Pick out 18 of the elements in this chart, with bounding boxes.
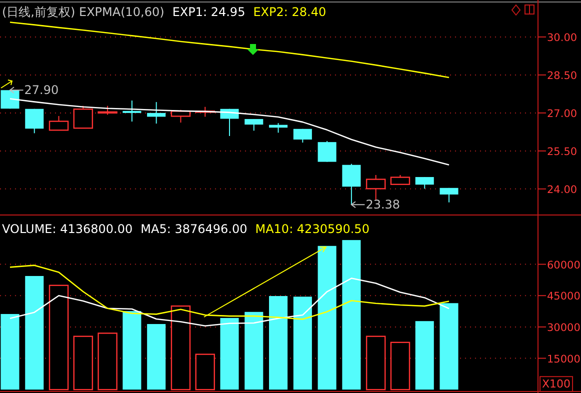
text: VOLUME: 4136800.00 bbox=[2, 222, 133, 236]
y-tick-label: 60000 bbox=[547, 259, 580, 272]
text: X100 bbox=[542, 378, 571, 391]
annotation: 27.90 bbox=[24, 83, 59, 98]
y-tick-label: 30000 bbox=[547, 322, 580, 334]
y-tick-label: 45000 bbox=[547, 290, 580, 303]
y-tick-label: 27.00 bbox=[547, 108, 578, 120]
text: MA5: 3876496.00 bbox=[140, 222, 248, 236]
chart-title: (日线,前复权) EXPMA(10,60) bbox=[2, 5, 164, 19]
y-tick-label: 30.00 bbox=[547, 32, 578, 44]
y-tick-label: 24.00 bbox=[547, 184, 578, 196]
annotation: 23.38 bbox=[366, 198, 400, 212]
text: EXP2: 28.40 bbox=[253, 5, 326, 19]
text: MA10: 4230590.50 bbox=[255, 222, 370, 236]
text: EXP1: 24.95 bbox=[172, 5, 246, 19]
y-tick-label: 28.50 bbox=[547, 70, 578, 82]
y-tick-label: 25.50 bbox=[547, 146, 578, 158]
y-tick-label: 15000 bbox=[547, 353, 580, 366]
